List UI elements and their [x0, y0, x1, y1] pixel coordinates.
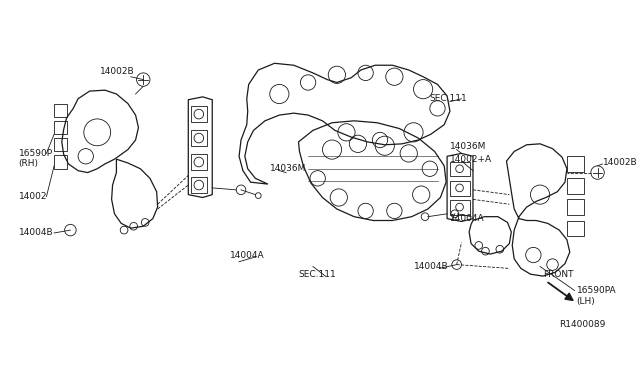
- Text: (RH): (RH): [19, 160, 38, 169]
- Text: 14004A: 14004A: [230, 250, 264, 260]
- Text: 14036M: 14036M: [270, 164, 306, 173]
- Text: 14004A: 14004A: [450, 214, 484, 223]
- Text: 14002: 14002: [19, 192, 47, 201]
- Text: 14002B: 14002B: [100, 67, 135, 76]
- Text: FRONT: FRONT: [543, 270, 573, 279]
- Text: 14036M: 14036M: [450, 142, 486, 151]
- Text: (LH): (LH): [577, 298, 595, 307]
- Text: SEC.111: SEC.111: [298, 270, 336, 279]
- Text: SEC.111: SEC.111: [429, 94, 467, 103]
- Text: 16590PA: 16590PA: [577, 286, 616, 295]
- Text: 14002+A: 14002+A: [450, 155, 492, 164]
- Text: 14004B: 14004B: [413, 262, 448, 271]
- Text: 16590P: 16590P: [19, 149, 52, 158]
- Text: 14004B: 14004B: [19, 228, 53, 237]
- Text: R1400089: R1400089: [559, 320, 605, 328]
- Text: 14002B: 14002B: [604, 158, 638, 167]
